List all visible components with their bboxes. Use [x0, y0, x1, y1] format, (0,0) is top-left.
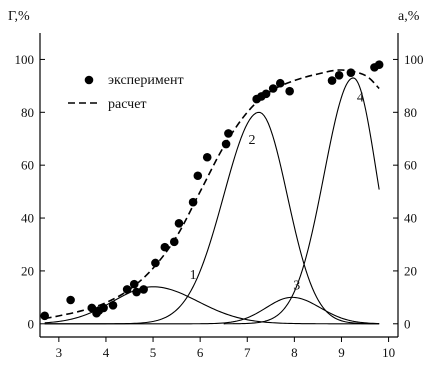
x-tick-label-8: 8	[291, 345, 298, 360]
experiment-point-17	[202, 152, 212, 162]
y-tick-label-left-0: 0	[28, 316, 35, 331]
experiment-point-16	[193, 171, 203, 181]
experiment-point-1	[66, 295, 75, 305]
y-tick-label-right-100: 100	[404, 52, 424, 67]
experiment-point-11	[151, 258, 160, 268]
component-curve-2	[44, 111, 380, 325]
curve-labels: 1 2 3 4	[190, 91, 364, 294]
x-tick-label-9: 9	[338, 345, 345, 360]
experiment-point-22	[261, 89, 271, 99]
experiment-point-25	[285, 86, 294, 96]
x-axis-ticks: 3 4 5 6 7 8 9 10	[56, 337, 395, 360]
y-axis-title-left: Г,%	[8, 9, 30, 24]
legend-label-experiment: эксперимент	[108, 73, 184, 88]
experiment-point-8	[129, 279, 139, 289]
experiment-point-6	[108, 300, 118, 310]
calculated-curve-group	[44, 69, 380, 320]
experiment-point-27	[334, 71, 344, 80]
experiment-point-24	[275, 78, 285, 88]
experiment-point-19	[224, 129, 233, 138]
experiment-points	[40, 60, 384, 321]
component-curves	[44, 77, 380, 325]
x-tick-label-7: 7	[244, 345, 251, 360]
curve-label-2: 2	[248, 133, 255, 148]
x-tick-label-4: 4	[103, 345, 110, 360]
y-tick-label-right-40: 40	[404, 211, 417, 226]
x-tick-label-3: 3	[56, 345, 63, 360]
axes	[39, 33, 399, 338]
experiment-point-14	[174, 219, 184, 228]
experiment-point-9	[132, 287, 141, 297]
component-curve-3	[44, 296, 380, 325]
right-axis-ticks: 0 20 40 60 80 100	[393, 52, 424, 331]
left-axis-ticks: 0 20 40 60 80 100	[15, 52, 45, 331]
experiment-point-18	[221, 139, 231, 149]
experiment-point-26	[327, 76, 337, 85]
y-tick-label-right-0: 0	[404, 316, 411, 331]
y-tick-label-left-60: 60	[21, 158, 34, 173]
experiment-point-28	[346, 68, 356, 77]
legend-marker-experiment	[84, 75, 94, 85]
legend: эксперимент расчет	[68, 73, 184, 112]
y-tick-label-right-80: 80	[404, 105, 417, 120]
y-tick-label-right-60: 60	[404, 158, 417, 173]
curve-label-4: 4	[357, 91, 364, 106]
experiment-point-15	[188, 197, 198, 207]
experiment-point-13	[169, 237, 179, 247]
experiment-point-10	[139, 285, 148, 294]
experiment-point-12	[160, 242, 170, 252]
y-tick-label-left-20: 20	[21, 263, 34, 278]
experiment-point-30	[374, 60, 384, 70]
legend-label-calculated: расчет	[108, 97, 147, 112]
y-tick-label-left-80: 80	[21, 105, 34, 120]
component-curve-4	[223, 77, 380, 325]
experiment-point-5	[99, 303, 108, 313]
y-tick-label-left-40: 40	[21, 211, 34, 226]
y-tick-label-right-20: 20	[404, 263, 417, 278]
calculated-curve	[44, 69, 380, 320]
x-tick-label-10: 10	[382, 345, 395, 360]
curve-label-3: 3	[293, 278, 300, 293]
y-axis-title-right: a,%	[398, 9, 420, 24]
experiment-point-23	[268, 84, 278, 93]
x-tick-label-6: 6	[197, 345, 204, 360]
curve-label-1: 1	[190, 268, 197, 283]
experiment-point-7	[122, 285, 132, 294]
experiment-point-0	[40, 311, 50, 321]
x-tick-label-5: 5	[150, 345, 157, 360]
y-tick-label-left-100: 100	[15, 52, 35, 67]
